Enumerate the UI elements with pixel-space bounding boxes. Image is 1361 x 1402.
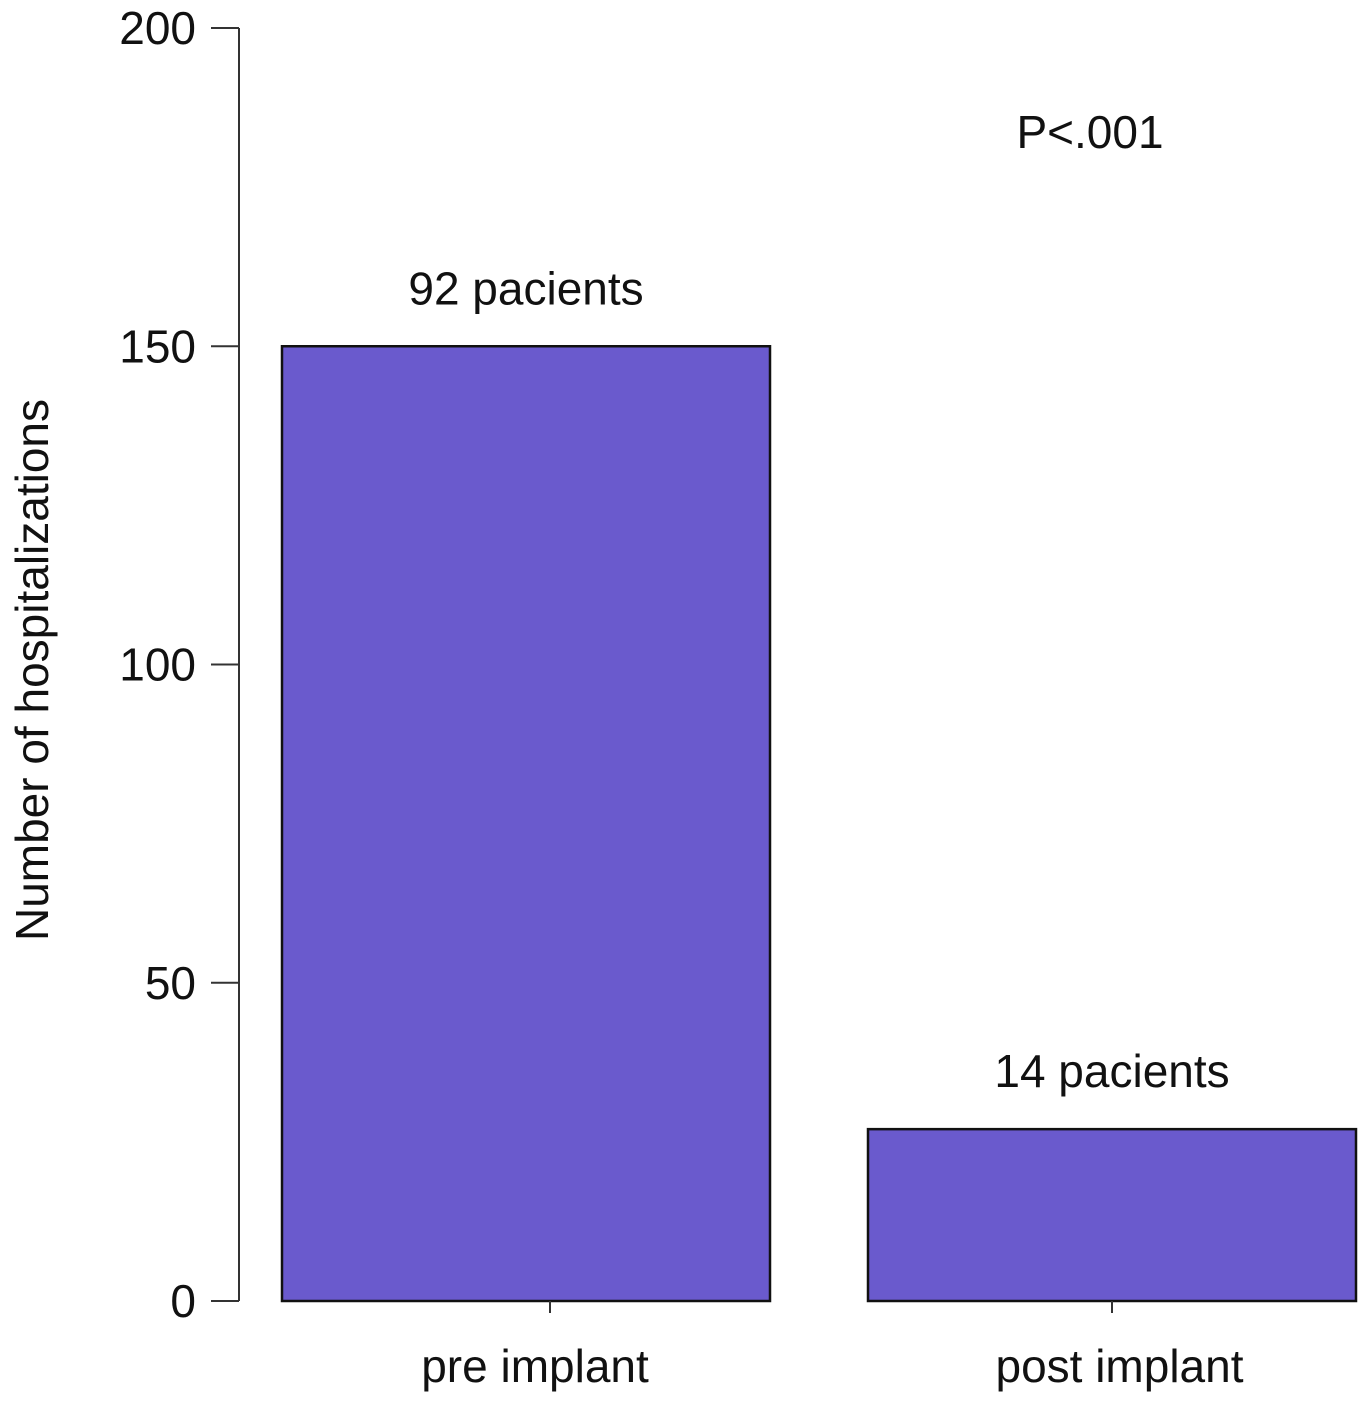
bar-data-label: 92 pacients xyxy=(408,262,643,314)
bars: 92 pacients 14 pacients xyxy=(280,262,1358,1303)
p-value-annotation: P<.001 xyxy=(1016,106,1163,158)
y-tick-label: 100 xyxy=(119,639,196,691)
y-axis: 0 50 100 150 200 xyxy=(119,2,240,1327)
y-tick-label: 50 xyxy=(145,957,196,1009)
y-axis-title: Number of hospitalizations xyxy=(6,399,58,941)
bar-pre-implant xyxy=(280,345,772,1303)
x-category-label: pre implant xyxy=(421,1340,649,1392)
bar-data-label: 14 pacients xyxy=(994,1045,1229,1097)
bar-post-implant xyxy=(866,1127,1358,1303)
y-tick-label: 0 xyxy=(170,1275,196,1327)
x-category-label: post implant xyxy=(995,1340,1243,1392)
y-tick-label: 200 xyxy=(119,2,196,54)
y-tick-label: 150 xyxy=(119,320,196,372)
x-axis: pre implant post implant xyxy=(421,1301,1244,1392)
